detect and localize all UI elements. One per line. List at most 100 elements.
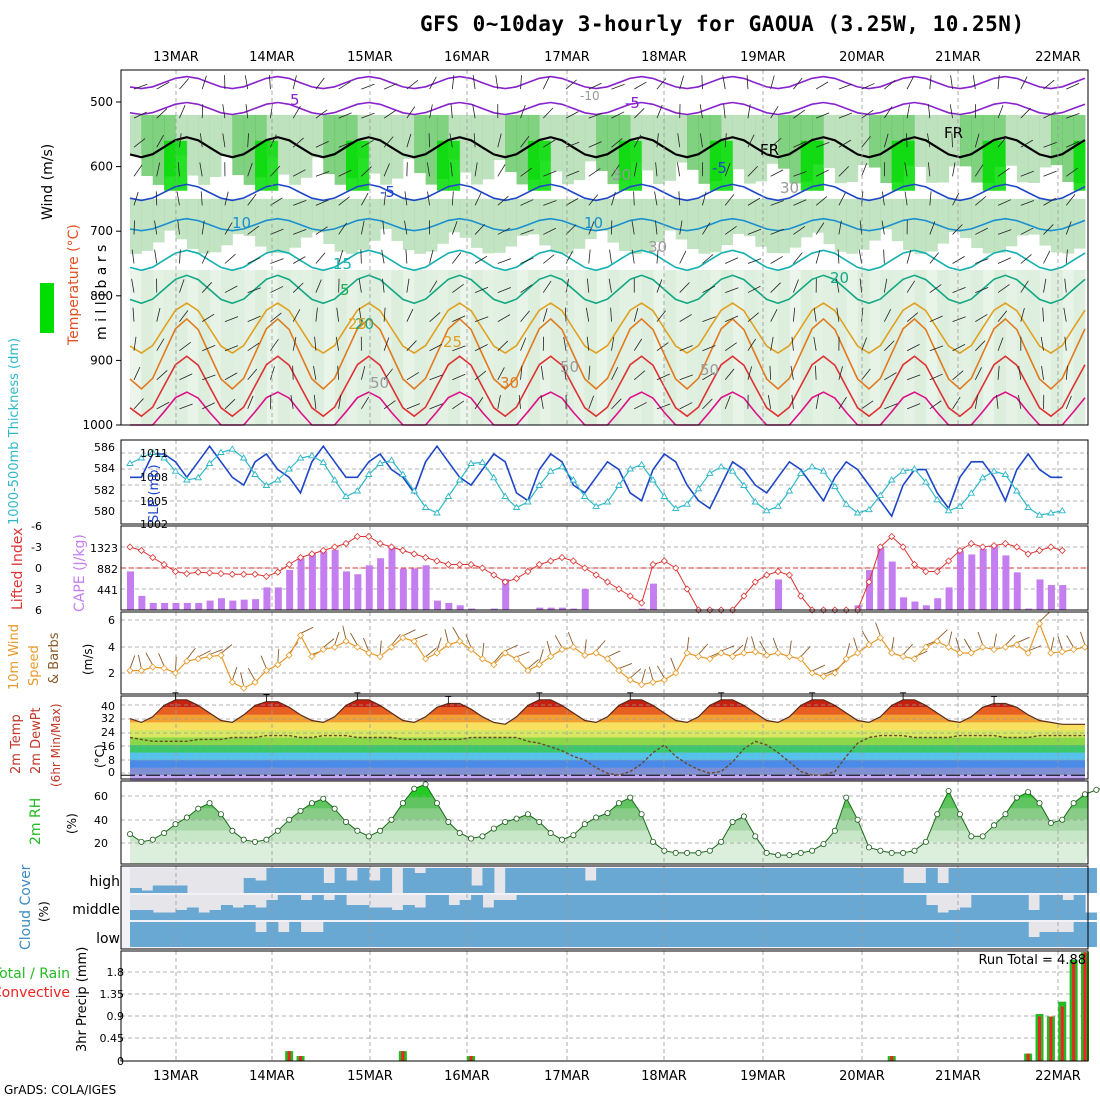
contour-label: FR [944, 124, 963, 142]
cloud-cell-middle [141, 910, 154, 920]
li-point [160, 560, 168, 569]
wind-barb [202, 402, 215, 410]
wind-barb [270, 258, 284, 264]
rh-band [130, 841, 1088, 864]
rh-cell [493, 114, 506, 161]
cloud-cell-middle [266, 900, 279, 920]
rh-cell [709, 140, 722, 191]
rh-cell [1028, 114, 1041, 184]
cloud-cell-low [323, 922, 336, 947]
wind-barb [723, 104, 726, 119]
cloud-cell-high [402, 868, 415, 893]
rh-cell [925, 114, 938, 183]
rh-cell [391, 198, 404, 241]
contour-label: 5 [340, 281, 350, 299]
rh-point [706, 847, 713, 854]
rh-cell [346, 140, 358, 191]
wind-barb-10m [493, 651, 504, 664]
cloud-cell-low [721, 922, 734, 947]
wind-barb [1043, 141, 1057, 148]
wind-barb [769, 365, 772, 380]
wind-speed-point [592, 649, 600, 657]
cloud-cell-low [186, 922, 199, 947]
thickness-point [580, 492, 589, 499]
wind-barb-10m [641, 669, 646, 683]
thickness-point [478, 458, 487, 465]
rh-cell [1028, 198, 1041, 235]
cloud-cell-low [982, 922, 995, 947]
thickness-point [1047, 509, 1055, 516]
rh-cell [675, 198, 688, 240]
cloud-cell-low [562, 922, 574, 947]
rh-cell [584, 198, 597, 240]
wind-speed-point [149, 663, 157, 671]
rh-cell [380, 198, 392, 230]
wind-barb-10m [902, 643, 913, 655]
cloud-cell-low [675, 922, 688, 947]
rh-cell [482, 114, 495, 180]
wind-barb [656, 279, 663, 293]
wind-barb-10m [391, 633, 401, 646]
cloud-cell-low [596, 922, 609, 947]
cloud-cell-middle [800, 895, 813, 920]
temp-band-low [130, 745, 1085, 753]
rh-cell [550, 198, 563, 253]
cape-bar [934, 598, 942, 610]
thickness-point [944, 506, 953, 514]
wind-speed-point [171, 669, 180, 677]
cloud-cell-low [402, 922, 415, 947]
contour-label: 10 [584, 214, 603, 232]
wind-barb [405, 249, 408, 264]
thickness-point [285, 465, 293, 472]
li-point [194, 568, 202, 576]
rh-cell [1050, 198, 1063, 253]
rh-cell [402, 269, 415, 425]
wind-barb [383, 163, 390, 177]
wind-speed-point [410, 637, 418, 645]
rh-cell [164, 198, 176, 231]
temp-contour-1 [129, 101, 1086, 116]
wind-barb [861, 163, 868, 177]
thickness-point [330, 476, 339, 483]
rh-point [593, 814, 600, 821]
cloud-cell-low [1028, 937, 1041, 947]
rh-cell [300, 198, 313, 238]
wind-barb [747, 258, 762, 264]
rh-cell [130, 269, 142, 425]
li-point [910, 560, 919, 569]
temp-contour-3 [129, 183, 1086, 202]
cape-bar [922, 605, 930, 610]
cape-axis-label: CAPE (J/kg) [72, 534, 88, 612]
wind-barb [861, 307, 864, 322]
rh-cell [471, 269, 483, 425]
thickness-point [671, 504, 680, 512]
rh-cell [641, 269, 654, 425]
cloud-cell-low [482, 922, 495, 947]
rh-cell [664, 114, 677, 181]
rh-cell [141, 114, 154, 177]
wind-speed-point [262, 667, 270, 675]
wind-speed-point [706, 655, 714, 663]
rh-cell [1050, 269, 1063, 425]
thickness-point [887, 476, 896, 483]
contour-label: 30 [500, 374, 519, 392]
cape-tick-label: 1323 [90, 542, 118, 555]
li-point [626, 592, 634, 600]
rh-cell [823, 269, 836, 425]
li-point [478, 564, 487, 572]
li-point [967, 539, 975, 548]
li-point [979, 543, 987, 551]
pressure-tick-label: 800 [90, 289, 113, 303]
cloud-cell-low [1039, 932, 1052, 947]
cloud-frame [120, 865, 1089, 950]
rh-cell [675, 269, 688, 425]
wind-barb [429, 280, 438, 293]
rh-cell [948, 269, 961, 425]
temp-band-low [130, 767, 1085, 776]
rh-point [854, 816, 861, 823]
rh-point [433, 800, 440, 807]
cloud-cell-middle [448, 905, 461, 920]
cloud-cell-middle [198, 912, 211, 920]
thickness-point [1058, 506, 1067, 514]
wind-barb [1066, 83, 1080, 90]
